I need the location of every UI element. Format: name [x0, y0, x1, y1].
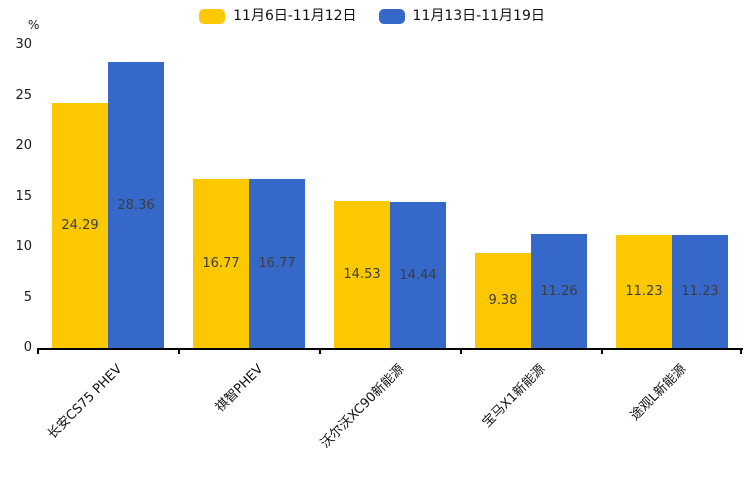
bar-11月13日-11月19日-祺智PHEV: 16.77 [249, 179, 305, 348]
bar-value-label: 16.77 [202, 256, 240, 271]
bar-value-label: 16.77 [258, 256, 296, 271]
bar-11月13日-11月19日-宝马X1新能源: 11.26 [531, 234, 587, 348]
y-axis-unit-label: % [28, 18, 40, 32]
x-axis-category-label: 宝马X1新能源 [479, 361, 549, 431]
bar-11月13日-11月19日-长安CS75 PHEV: 28.36 [108, 62, 164, 348]
bar-value-label: 11.23 [625, 284, 663, 299]
y-axis-tick-label: 0 [23, 340, 32, 355]
x-axis-tick [460, 348, 462, 354]
x-axis-category-label: 途观L新能源 [627, 361, 690, 424]
bar-11月13日-11月19日-途观L新能源: 11.23 [672, 235, 728, 348]
x-axis-category-label: 祺智PHEV [212, 361, 267, 416]
bar-value-label: 9.38 [488, 293, 518, 308]
bar-value-label: 28.36 [117, 197, 155, 213]
x-axis-tick [740, 348, 742, 354]
bar-value-label: 11.26 [540, 283, 578, 299]
legend-swatch-week1 [199, 8, 226, 24]
legend-item-week1: 11月6日-11月12日 [199, 6, 357, 26]
bar-value-label: 14.53 [343, 267, 381, 282]
x-axis-category-label: 沃尔沃XC90新能源 [317, 361, 408, 452]
y-axis-tick-label: 10 [15, 239, 32, 254]
bar-11月6日-11月12日-宝马X1新能源: 9.38 [475, 253, 531, 348]
bar-11月6日-11月12日-途观L新能源: 11.23 [616, 235, 672, 348]
bar-11月6日-11月12日-沃尔沃XC90新能源: 14.53 [334, 201, 390, 348]
x-axis-category-label: 长安CS75 PHEV [45, 361, 126, 443]
legend-label-week2: 11月13日-11月19日 [412, 8, 545, 24]
legend-label-week1: 11月6日-11月12日 [233, 8, 357, 24]
x-axis-tick [319, 348, 321, 354]
y-axis-tick-label: 5 [23, 289, 32, 305]
x-axis-tick [178, 348, 180, 354]
bar-value-label: 11.23 [681, 284, 719, 299]
x-axis-line [37, 348, 743, 350]
x-axis-tick [601, 348, 603, 354]
bar-11月13日-11月19日-沃尔沃XC90新能源: 14.44 [390, 202, 446, 348]
bar-11月6日-11月12日-长安CS75 PHEV: 24.29 [52, 103, 108, 348]
y-axis-tick-label: 30 [15, 37, 32, 52]
x-axis-tick [37, 348, 39, 354]
legend: 11月6日-11月12日 11月13日-11月19日 [0, 6, 744, 26]
bar-value-label: 24.29 [61, 218, 99, 233]
y-axis-tick-label: 20 [15, 138, 32, 153]
legend-item-week2: 11月13日-11月19日 [378, 6, 545, 26]
y-axis-tick-label: 25 [15, 87, 32, 103]
bar-11月6日-11月12日-祺智PHEV: 16.77 [193, 179, 249, 348]
y-axis-tick-label: 15 [15, 188, 32, 204]
legend-swatch-week2 [378, 8, 405, 24]
bar-value-label: 14.44 [399, 267, 437, 283]
